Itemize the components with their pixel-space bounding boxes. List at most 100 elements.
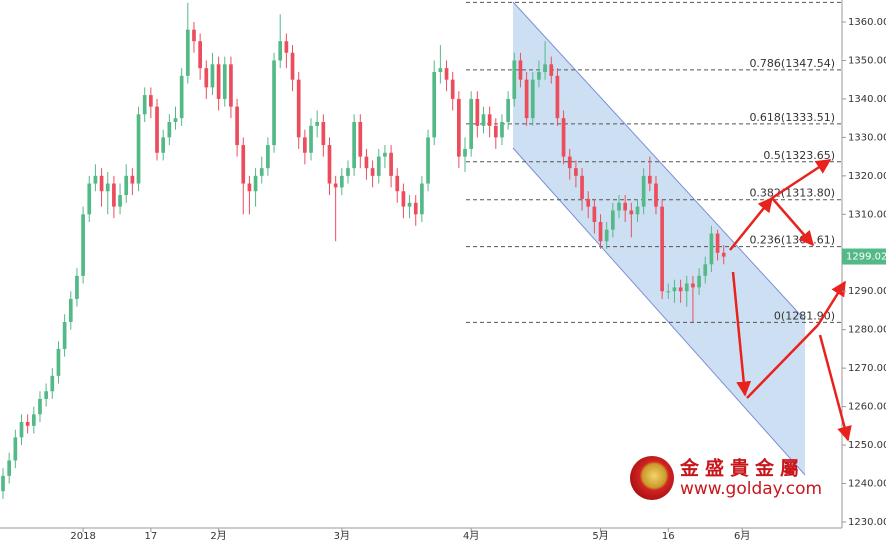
candle bbox=[487, 106, 492, 138]
candle-body bbox=[407, 202, 412, 207]
x-tick-label: 2月 bbox=[210, 530, 226, 542]
candle bbox=[376, 148, 381, 184]
candle-body bbox=[530, 79, 535, 119]
candle bbox=[684, 275, 689, 307]
candle-body bbox=[481, 114, 486, 126]
candle bbox=[346, 160, 350, 184]
candle bbox=[654, 175, 658, 215]
candle-body bbox=[346, 168, 350, 176]
candle bbox=[161, 129, 166, 161]
candle bbox=[142, 87, 147, 122]
candle bbox=[389, 145, 393, 188]
candle-body bbox=[672, 287, 677, 292]
candle-body bbox=[99, 175, 104, 192]
watermark: 金盛貴金屬 www.golday.com bbox=[630, 456, 822, 500]
candle-body bbox=[339, 175, 344, 188]
x-tick-label: 6月 bbox=[734, 530, 750, 542]
candle-body bbox=[697, 275, 701, 288]
candle-body bbox=[272, 60, 276, 146]
candle-body bbox=[155, 106, 159, 153]
fib-label: 0.5(1323.65) bbox=[763, 149, 835, 162]
candle-body bbox=[56, 348, 61, 376]
candle bbox=[524, 72, 529, 126]
candle bbox=[580, 168, 584, 211]
candle bbox=[537, 60, 541, 88]
y-tick-label: 1260.00 bbox=[848, 402, 886, 413]
y-tick-label: 1330.00 bbox=[848, 132, 886, 143]
candle-body bbox=[444, 68, 449, 80]
candle bbox=[185, 2, 190, 84]
arrow bbox=[731, 271, 752, 397]
candle-body bbox=[25, 422, 30, 426]
candle bbox=[149, 87, 153, 119]
candle-body bbox=[142, 95, 147, 115]
candle-body bbox=[124, 175, 129, 196]
y-tick-label: 1280.00 bbox=[848, 325, 886, 336]
y-tick-label: 1250.00 bbox=[848, 440, 886, 451]
candle-body bbox=[691, 283, 695, 288]
candle-body bbox=[93, 175, 98, 184]
candle-body bbox=[31, 414, 36, 426]
candle bbox=[278, 14, 283, 69]
candle-body bbox=[259, 168, 264, 176]
candle bbox=[204, 60, 209, 99]
candle bbox=[586, 191, 591, 219]
candle-body bbox=[567, 156, 572, 169]
candle bbox=[715, 229, 720, 261]
last-price-tag bbox=[842, 248, 886, 265]
candle bbox=[672, 279, 677, 303]
candle bbox=[247, 175, 252, 215]
candle bbox=[438, 45, 443, 84]
candle bbox=[721, 245, 726, 265]
candle bbox=[401, 183, 406, 219]
candle bbox=[19, 414, 24, 446]
candle-body bbox=[512, 60, 517, 99]
candle-body bbox=[487, 114, 492, 126]
x-tick-label: 16 bbox=[662, 531, 675, 542]
candle-body bbox=[611, 210, 615, 230]
candle bbox=[210, 52, 215, 96]
candle bbox=[641, 168, 646, 215]
candle bbox=[666, 283, 671, 299]
candle-body bbox=[62, 322, 67, 349]
candle-body bbox=[555, 75, 560, 119]
candle bbox=[13, 429, 18, 469]
candle-body bbox=[216, 64, 221, 99]
candle-body bbox=[709, 233, 714, 265]
candle-body bbox=[309, 125, 313, 153]
candle bbox=[124, 164, 129, 203]
candle-body bbox=[592, 206, 597, 222]
channel-bottom bbox=[512, 147, 806, 476]
fib-label: 0.382(1313.80) bbox=[749, 187, 835, 200]
candle bbox=[284, 33, 289, 69]
candle-body bbox=[87, 183, 92, 215]
candle bbox=[493, 118, 498, 149]
channel-top bbox=[512, 1, 806, 321]
arrow bbox=[771, 197, 814, 247]
watermark-url: www.golday.com bbox=[680, 479, 822, 499]
candle bbox=[93, 164, 98, 192]
fib-label: 0(1281.90) bbox=[774, 309, 835, 322]
candle-body bbox=[290, 52, 295, 80]
candle-body bbox=[518, 60, 523, 80]
candle-body bbox=[383, 152, 387, 157]
candle bbox=[432, 60, 437, 146]
candle-body bbox=[198, 41, 202, 69]
candle bbox=[617, 195, 621, 219]
candle-body bbox=[352, 122, 356, 169]
candle bbox=[604, 222, 609, 249]
candle-body bbox=[678, 287, 683, 292]
candle bbox=[81, 206, 85, 284]
candle-body bbox=[549, 64, 554, 76]
candle bbox=[561, 110, 566, 165]
fib-label: 0.786(1347.54) bbox=[749, 57, 835, 70]
candle-body bbox=[13, 437, 18, 461]
candle bbox=[383, 145, 387, 169]
y-tick-label: 1360.00 bbox=[848, 17, 886, 28]
candle-body bbox=[604, 229, 609, 242]
candle bbox=[635, 198, 640, 222]
candle-body bbox=[179, 75, 184, 119]
x-tick-label: 2018 bbox=[70, 531, 95, 542]
candle bbox=[1, 468, 5, 499]
